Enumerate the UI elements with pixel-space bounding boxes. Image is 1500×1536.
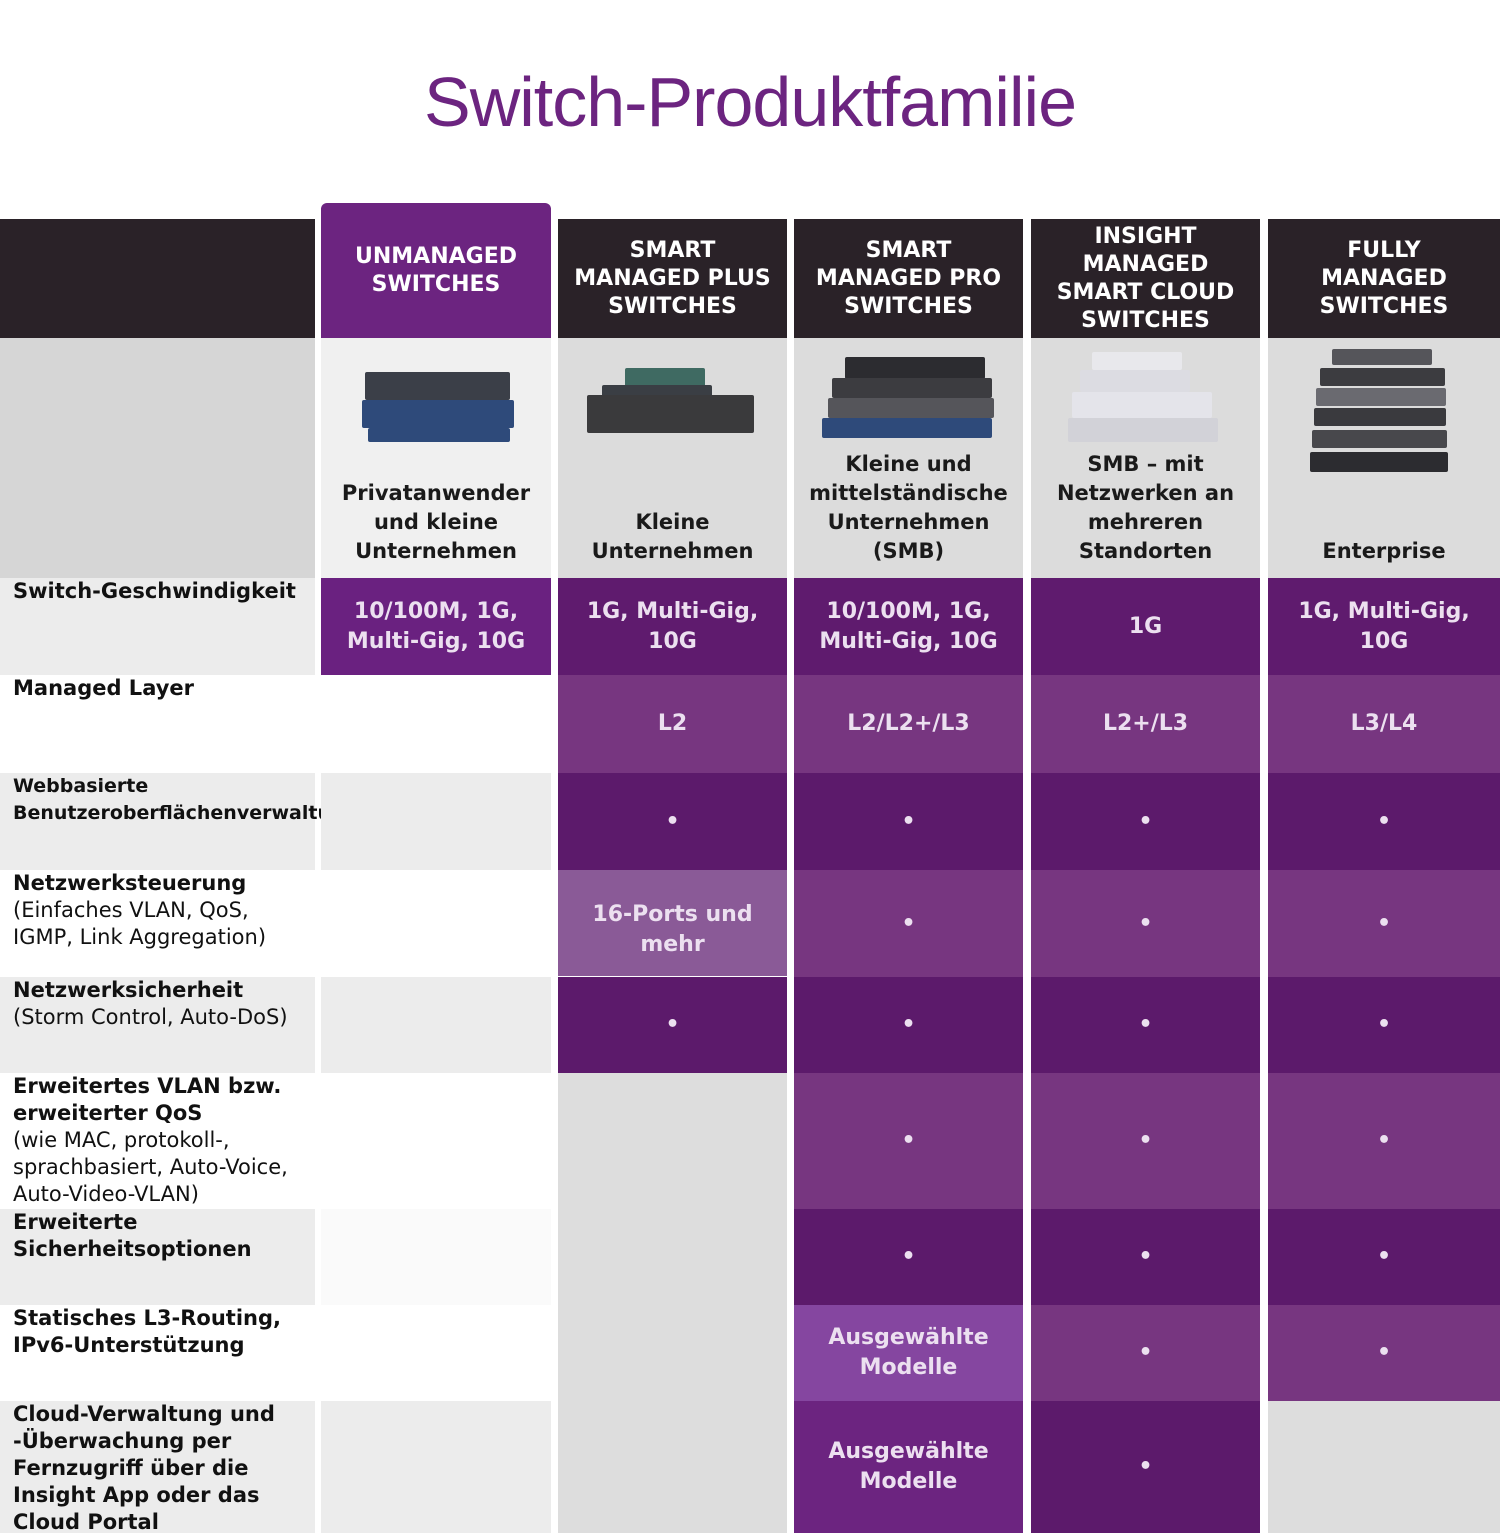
row-sublabel: (wie MAC, protokoll-, sprachbasiert, Aut… <box>13 1128 288 1206</box>
feature-cell: • <box>1031 870 1260 977</box>
row-label: Webbasierte Benutzeroberflächenverwaltun… <box>0 773 358 870</box>
row-label-text: Switch-Geschwindigkeit <box>13 579 296 603</box>
row-sublabel: (Storm Control, Auto-DoS) <box>13 1005 288 1029</box>
audience: Kleine und mittelständische Unternehmen … <box>794 338 1023 578</box>
row-label-text: Netzwerksicherheit <box>13 978 244 1002</box>
feature-cell: 10/100M, 1G, Multi-Gig, 10G <box>794 578 1023 675</box>
row-label: Cloud-Verwaltung und -Überwachung per Fe… <box>0 1401 315 1534</box>
feature-cell: • <box>794 1073 1023 1209</box>
feature-cell: • <box>794 977 1023 1073</box>
feature-cell: 10/100M, 1G, Multi-Gig, 10G <box>321 578 551 675</box>
row-label-text: Netzwerksteuerung <box>13 871 247 895</box>
empty-cell <box>321 773 551 870</box>
feature-cell: Ausgewählte Modelle <box>794 1401 1023 1533</box>
empty-cell <box>1268 1401 1500 1533</box>
empty-cell <box>321 675 551 773</box>
feature-cell: 1G <box>1031 578 1260 675</box>
empty-cell <box>321 1073 551 1209</box>
column-header: SMART MANAGED PLUS SWITCHES <box>558 219 787 338</box>
feature-cell: L2 <box>558 675 787 773</box>
row-sublabel: (Einfaches VLAN, QoS, IGMP, Link Aggrega… <box>13 898 267 949</box>
feature-cell: • <box>794 1209 1023 1305</box>
header-empty <box>0 219 315 338</box>
feature-cell: • <box>1031 1401 1260 1533</box>
empty-cell <box>321 1305 551 1401</box>
feature-cell: • <box>1268 773 1500 870</box>
empty-cell <box>321 1401 551 1533</box>
empty-cell <box>321 870 551 977</box>
image-empty <box>0 338 315 578</box>
empty-cell <box>321 1209 551 1305</box>
empty-cell <box>558 1401 787 1533</box>
title: Switch-Produktfamilie <box>424 63 1077 141</box>
feature-cell: Ausgewählte Modelle <box>794 1305 1023 1401</box>
feature-cell: • <box>1031 1305 1260 1401</box>
column-header: UNMANAGED SWITCHES <box>321 203 551 338</box>
audience: SMB – mit Netzwerken an mehreren Standor… <box>1031 338 1260 578</box>
feature-cell: • <box>1268 1073 1500 1209</box>
feature-cell: L3/L4 <box>1268 675 1500 773</box>
row-label: Netzwerksicherheit (Storm Control, Auto-D… <box>0 977 315 1073</box>
row-label: Managed Layer <box>0 675 315 773</box>
feature-cell: • <box>1031 977 1260 1073</box>
column-header: FULLY MANAGED SWITCHES <box>1268 219 1500 338</box>
feature-cell: • <box>794 773 1023 870</box>
feature-cell: • <box>794 870 1023 977</box>
feature-cell: 16-Ports und mehr <box>558 870 787 976</box>
column-header: SMART MANAGED PRO SWITCHES <box>794 219 1023 338</box>
column-header: INSIGHT MANAGED SMART CLOUD SWITCHES <box>1031 219 1260 338</box>
feature-cell: • <box>1031 1073 1260 1209</box>
row-label: Netzwerksteuerung (Einfaches VLAN, QoS, I… <box>0 870 315 977</box>
row-label-text: Erweiterte Sicherheitsoptionen <box>13 1210 252 1261</box>
feature-cell: • <box>1268 870 1500 977</box>
row-label-text: Managed Layer <box>13 676 195 700</box>
feature-cell: L2+/L3 <box>1031 675 1260 773</box>
row-label: Erweiterte Sicherheitsoptionen <box>0 1209 315 1305</box>
feature-cell: • <box>1268 977 1500 1073</box>
audience: Kleine Unternehmen <box>558 338 787 578</box>
row-label-text: Statisches L3-Routing, IPv6-Unterstützun… <box>13 1306 281 1357</box>
feature-cell: L2/L2+/L3 <box>794 675 1023 773</box>
feature-cell: • <box>1268 1209 1500 1305</box>
feature-cell: • <box>1268 1305 1500 1401</box>
audience: Enterprise <box>1268 338 1500 578</box>
empty-cell <box>321 977 551 1073</box>
row-label: Erweitertes VLAN bzw. erweiterter QoS (wi… <box>0 1073 315 1209</box>
row-label-text: Webbasierte Benutzeroberflächenverwaltun… <box>13 775 359 824</box>
feature-cell: • <box>558 773 787 870</box>
audience: Privatanwender und kleine Unternehmen <box>321 338 551 578</box>
empty-cell <box>558 1209 787 1305</box>
feature-cell: • <box>558 977 787 1073</box>
row-label-text: Cloud-Verwaltung und -Überwachung per Fe… <box>13 1402 275 1534</box>
empty-cell <box>558 1305 787 1401</box>
empty-cell <box>558 1073 787 1209</box>
row-label: Switch-Geschwindigkeit <box>0 578 315 675</box>
row-label: Statisches L3-Routing, IPv6-Unterstützun… <box>0 1305 315 1401</box>
row-label-text: Erweitertes VLAN bzw. erweiterter QoS <box>13 1074 282 1125</box>
feature-cell: 1G, Multi-Gig, 10G <box>1268 578 1500 675</box>
feature-cell: • <box>1031 1209 1260 1305</box>
feature-cell: 1G, Multi-Gig, 10G <box>558 578 787 675</box>
feature-cell: • <box>1031 773 1260 870</box>
